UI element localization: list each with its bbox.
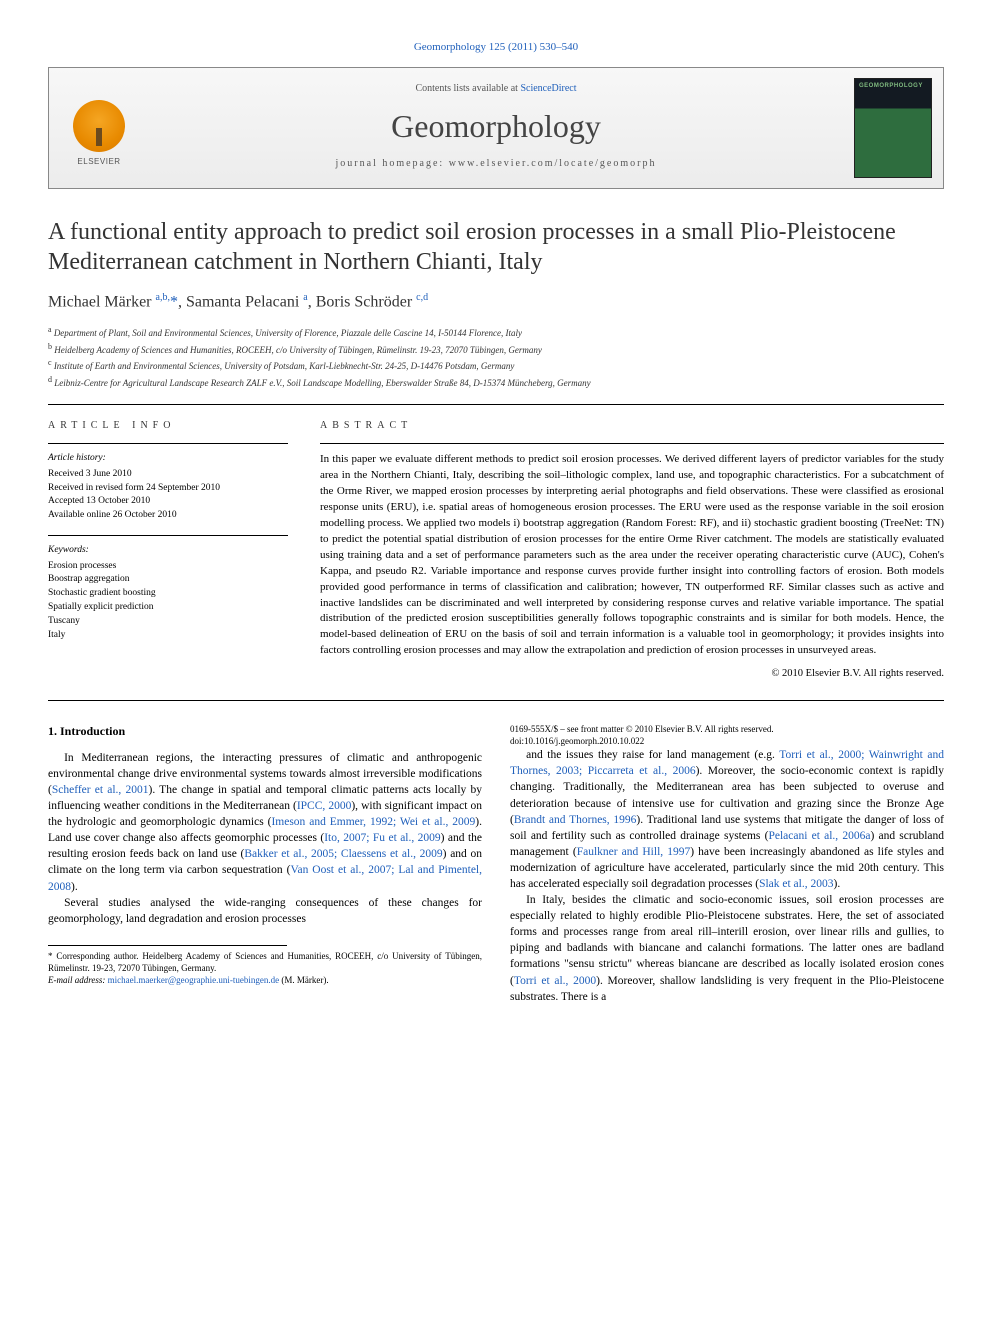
intro-para-1: In Mediterranean regions, the interactin…: [48, 750, 482, 895]
affiliation-c: c Institute of Earth and Environmental S…: [48, 357, 944, 374]
keyword: Spatially explicit prediction: [48, 601, 288, 615]
article-info-heading: ARTICLE INFO: [48, 419, 288, 433]
keyword: Italy: [48, 629, 288, 643]
email-line: E-mail address: michael.maerker@geograph…: [48, 974, 482, 986]
email-tail: (M. Märker).: [279, 975, 328, 985]
keywords-rule: [48, 535, 288, 536]
body-columns: 1. Introduction In Mediterranean regions…: [48, 723, 944, 1005]
keyword: Boostrap aggregation: [48, 573, 288, 587]
elsevier-tree-icon: [73, 100, 125, 152]
elsevier-logo: ELSEVIER: [64, 100, 134, 178]
article-info-rule: [48, 443, 288, 444]
cite[interactable]: Slak et al., 2003: [759, 878, 833, 890]
sciencedirect-link[interactable]: ScienceDirect: [520, 83, 576, 94]
cite[interactable]: IPCC, 2000: [297, 800, 352, 812]
cite[interactable]: Imeson and Emmer, 1992; Wei et al., 2009: [271, 816, 475, 828]
cite[interactable]: Torri et al., 2000: [514, 975, 596, 987]
abstract-text: In this paper we evaluate different meth…: [320, 452, 944, 659]
doi-block: 0169-555X/$ – see front matter © 2010 El…: [510, 723, 944, 747]
contents-prefix: Contents lists available at: [415, 83, 520, 94]
keywords-label: Keywords:: [48, 544, 288, 558]
cite[interactable]: Bakker et al., 2005; Claessens et al., 2…: [244, 848, 442, 860]
cite[interactable]: Faulkner and Hill, 1997: [577, 846, 691, 858]
cite[interactable]: Ito, 2007; Fu et al., 2009: [324, 832, 440, 844]
doi-line: doi:10.1016/j.geomorph.2010.10.022: [510, 735, 944, 747]
keyword: Tuscany: [48, 615, 288, 629]
journal-masthead: ELSEVIER Contents lists available at Sci…: [48, 67, 944, 189]
keyword: Stochastic gradient boosting: [48, 587, 288, 601]
authors-line: Michael Märker a,b,*, Samanta Pelacani a…: [48, 291, 944, 314]
contents-line: Contents lists available at ScienceDirec…: [157, 82, 835, 96]
footnote-rule: [48, 945, 287, 946]
cite[interactable]: Brandt and Thornes, 1996: [514, 814, 637, 826]
history-line: Received in revised form 24 September 20…: [48, 482, 288, 496]
keywords-block: Keywords: Erosion processes Boostrap agg…: [48, 544, 288, 642]
history-label: Article history:: [48, 452, 288, 466]
affiliation-a: a Department of Plant, Soil and Environm…: [48, 324, 944, 341]
cite[interactable]: Pelacani et al., 2006a: [768, 830, 870, 842]
meta-row: ARTICLE INFO Article history: Received 3…: [48, 405, 944, 700]
masthead-center: Contents lists available at ScienceDirec…: [149, 68, 843, 188]
affiliation-d: d Leibniz-Centre for Agricultural Landsc…: [48, 374, 944, 391]
history-line: Received 3 June 2010: [48, 468, 288, 482]
intro-para-2: Several studies analysed the wide-rangin…: [48, 895, 482, 927]
email-label: E-mail address:: [48, 975, 108, 985]
rule-bottom: [48, 700, 944, 701]
corresponding-author: * Corresponding author. Heidelberg Acade…: [48, 950, 482, 974]
publisher-logo-cell: ELSEVIER: [49, 68, 149, 188]
running-citation: Geomorphology 125 (2011) 530–540: [48, 40, 944, 55]
abstract-heading: ABSTRACT: [320, 419, 944, 433]
front-matter-line: 0169-555X/$ – see front matter © 2010 El…: [510, 723, 944, 735]
abstract-copyright: © 2010 Elsevier B.V. All rights reserved…: [320, 667, 944, 682]
intro-para-3: and the issues they raise for land manag…: [510, 747, 944, 892]
intro-para-4: In Italy, besides the climatic and socio…: [510, 892, 944, 1005]
email-link[interactable]: michael.maerker@geographie.uni-tuebingen…: [108, 975, 279, 985]
keyword: Erosion processes: [48, 560, 288, 574]
journal-homepage: journal homepage: www.elsevier.com/locat…: [157, 157, 835, 171]
cover-thumb-cell: GEOMORPHOLOGY: [843, 68, 943, 188]
article-info-col: ARTICLE INFO Article history: Received 3…: [48, 419, 288, 682]
cite[interactable]: Scheffer et al., 2001: [52, 784, 149, 796]
history-line: Accepted 13 October 2010: [48, 495, 288, 509]
abstract-rule: [320, 443, 944, 444]
footnote-block: * Corresponding author. Heidelberg Acade…: [48, 945, 482, 986]
publisher-name: ELSEVIER: [77, 156, 120, 167]
journal-cover-thumbnail: GEOMORPHOLOGY: [854, 78, 932, 178]
history-line: Available online 26 October 2010: [48, 509, 288, 523]
abstract-col: ABSTRACT In this paper we evaluate diffe…: [320, 419, 944, 682]
journal-name: Geomorphology: [157, 104, 835, 149]
section-heading-1: 1. Introduction: [48, 723, 482, 740]
cover-thumb-title: GEOMORPHOLOGY: [855, 79, 931, 93]
article-history: Article history: Received 3 June 2010 Re…: [48, 452, 288, 523]
affiliation-b: b Heidelberg Academy of Sciences and Hum…: [48, 341, 944, 358]
article-title: A functional entity approach to predict …: [48, 217, 944, 277]
affiliations: a Department of Plant, Soil and Environm…: [48, 324, 944, 390]
